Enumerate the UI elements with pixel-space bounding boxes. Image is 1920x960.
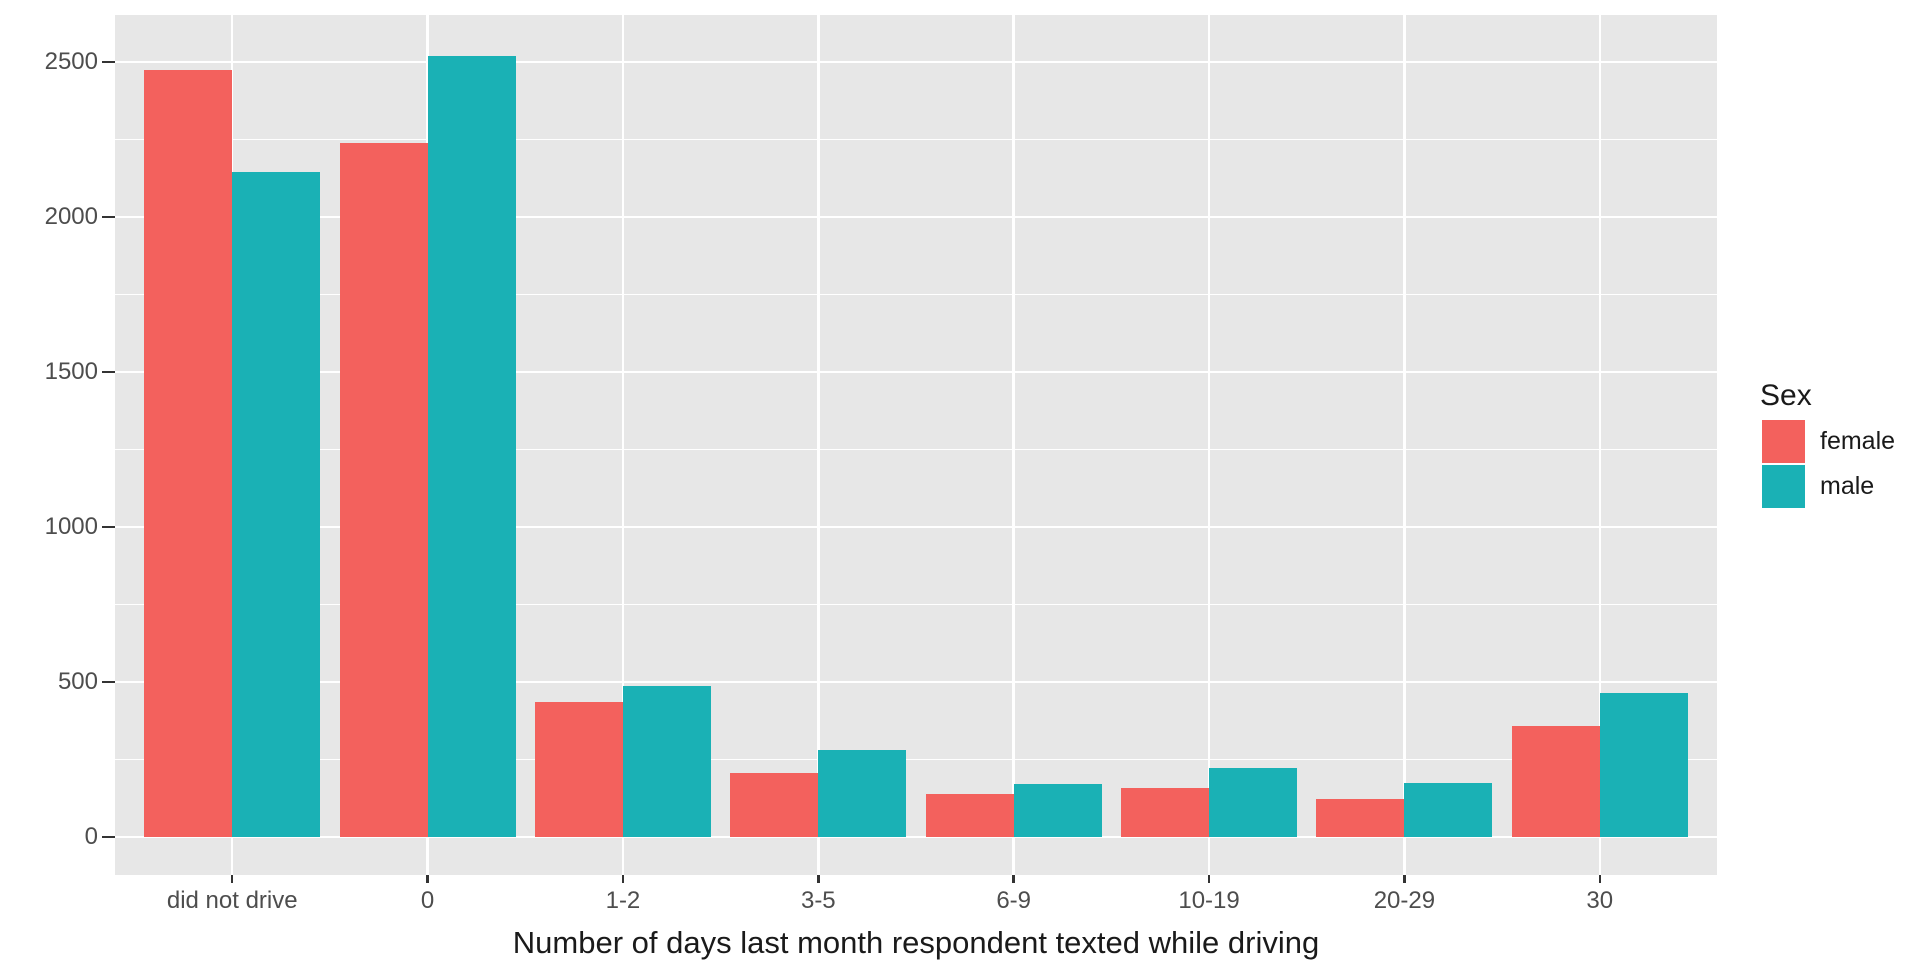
y-tick xyxy=(102,370,115,374)
x-tick-label: 3-5 xyxy=(800,887,836,914)
x-tick xyxy=(1598,875,1602,883)
x-tick-label: 1-2 xyxy=(605,887,641,914)
x-tick xyxy=(621,875,625,883)
y-tick-label: 1000 xyxy=(44,513,98,540)
y-tick xyxy=(102,60,115,64)
legend-label-male: male xyxy=(1820,472,1875,500)
y-tick xyxy=(102,835,115,839)
gridline-vertical-major xyxy=(1207,15,1211,875)
y-tick-label: 2000 xyxy=(44,203,98,230)
gridline-vertical-major xyxy=(621,15,625,875)
gridline-major xyxy=(115,60,1717,64)
x-tick-label: 6-9 xyxy=(996,887,1032,914)
y-tick xyxy=(102,215,115,219)
gridline-major xyxy=(115,370,1717,374)
bar-male-20-29 xyxy=(1404,783,1493,837)
gridline-major xyxy=(115,215,1717,219)
x-tick xyxy=(1403,875,1406,883)
y-tick xyxy=(102,680,115,684)
x-axis-title: Number of days last month respondent tex… xyxy=(512,925,1320,960)
bar-male-6-9 xyxy=(1013,783,1102,837)
gridline-minor xyxy=(115,603,1717,606)
gridline-vertical-major xyxy=(1403,15,1406,875)
bar-female-0 xyxy=(339,142,428,837)
y-tick-label: 1500 xyxy=(44,358,98,385)
bar-female-3-5 xyxy=(730,773,819,837)
bar-male-30 xyxy=(1599,693,1688,837)
x-tick xyxy=(1012,875,1015,883)
legend-label-female: female xyxy=(1820,427,1896,455)
gridline-major xyxy=(115,680,1717,684)
gridline-major xyxy=(115,835,1717,839)
legend-title: Sex xyxy=(1760,379,1812,412)
x-tick xyxy=(1207,875,1211,883)
bar-female-1-2 xyxy=(534,702,623,837)
bar-female-20-29 xyxy=(1316,799,1405,837)
x-tick-label: 0 xyxy=(420,887,435,914)
bar-male-10-19 xyxy=(1209,768,1298,837)
y-tick xyxy=(102,525,115,529)
legend: Sex female male xyxy=(1758,379,1920,514)
bar-male-1-2 xyxy=(622,686,711,837)
legend-swatch-male xyxy=(1762,465,1805,508)
x-tick-label: 10-19 xyxy=(1178,887,1240,914)
gridline-minor xyxy=(115,138,1717,141)
x-tick-label: 30 xyxy=(1586,887,1614,914)
y-tick-label: 0 xyxy=(84,823,98,850)
y-tick-label: 2500 xyxy=(44,48,98,75)
bar-male-did-not-drive xyxy=(232,172,321,837)
legend-swatch-female xyxy=(1762,420,1805,463)
gridline-minor xyxy=(115,293,1717,296)
bar-male-0 xyxy=(427,55,516,837)
bar-female-6-9 xyxy=(925,794,1014,837)
x-tick-label: 20-29 xyxy=(1373,887,1436,914)
gridline-vertical-major xyxy=(1598,15,1602,875)
gridline-minor xyxy=(115,758,1717,761)
y-tick-label: 500 xyxy=(57,668,98,695)
bar-male-3-5 xyxy=(818,750,907,837)
gridline-vertical-major xyxy=(817,15,820,875)
bar-female-10-19 xyxy=(1121,788,1210,837)
x-tick-label: did not drive xyxy=(166,887,298,914)
x-tick xyxy=(817,875,820,883)
bar-female-30 xyxy=(1511,726,1600,837)
x-tick xyxy=(230,875,234,883)
gridline-vertical-major xyxy=(1012,15,1015,875)
bar-female-did-not-drive xyxy=(144,69,233,837)
gridline-major xyxy=(115,525,1717,529)
gridline-minor xyxy=(115,448,1717,451)
plot-panel xyxy=(115,15,1717,875)
x-tick xyxy=(426,875,429,883)
